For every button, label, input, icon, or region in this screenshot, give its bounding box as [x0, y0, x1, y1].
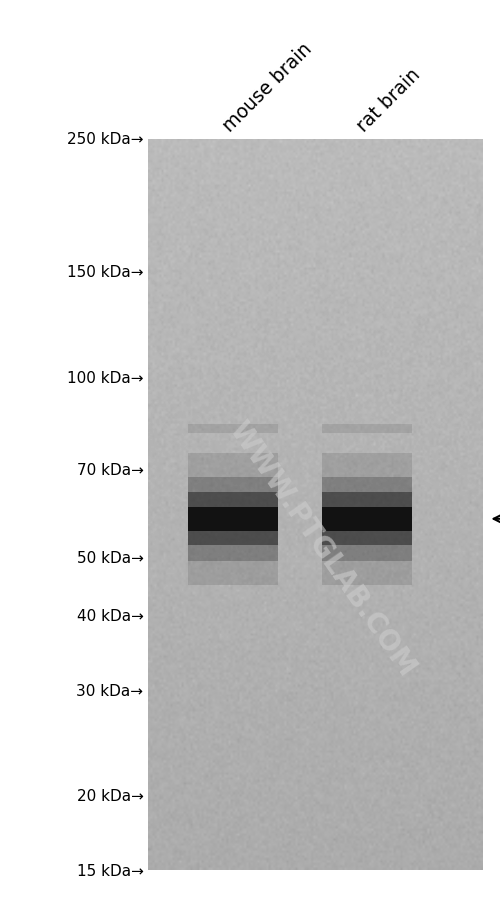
Bar: [188, 454, 278, 585]
Text: 15 kDa→: 15 kDa→: [76, 863, 144, 878]
Bar: [322, 477, 412, 561]
Bar: [322, 425, 412, 434]
Bar: [322, 492, 412, 546]
Bar: [188, 477, 278, 561]
Bar: [188, 508, 278, 531]
Text: 20 kDa→: 20 kDa→: [76, 788, 144, 803]
Text: WWW.PTGLAB.COM: WWW.PTGLAB.COM: [223, 417, 420, 682]
Text: 50 kDa→: 50 kDa→: [76, 550, 144, 566]
Text: 40 kDa→: 40 kDa→: [76, 608, 144, 623]
Text: 100 kDa→: 100 kDa→: [67, 371, 144, 385]
Bar: [188, 425, 278, 434]
Bar: [322, 454, 412, 585]
Text: rat brain: rat brain: [354, 65, 424, 135]
Text: mouse brain: mouse brain: [220, 39, 316, 135]
Bar: [322, 508, 412, 531]
Text: 30 kDa→: 30 kDa→: [76, 683, 144, 698]
Text: 150 kDa→: 150 kDa→: [67, 265, 144, 280]
Bar: [188, 492, 278, 546]
Text: 70 kDa→: 70 kDa→: [76, 463, 144, 478]
Text: 250 kDa→: 250 kDa→: [67, 133, 144, 147]
